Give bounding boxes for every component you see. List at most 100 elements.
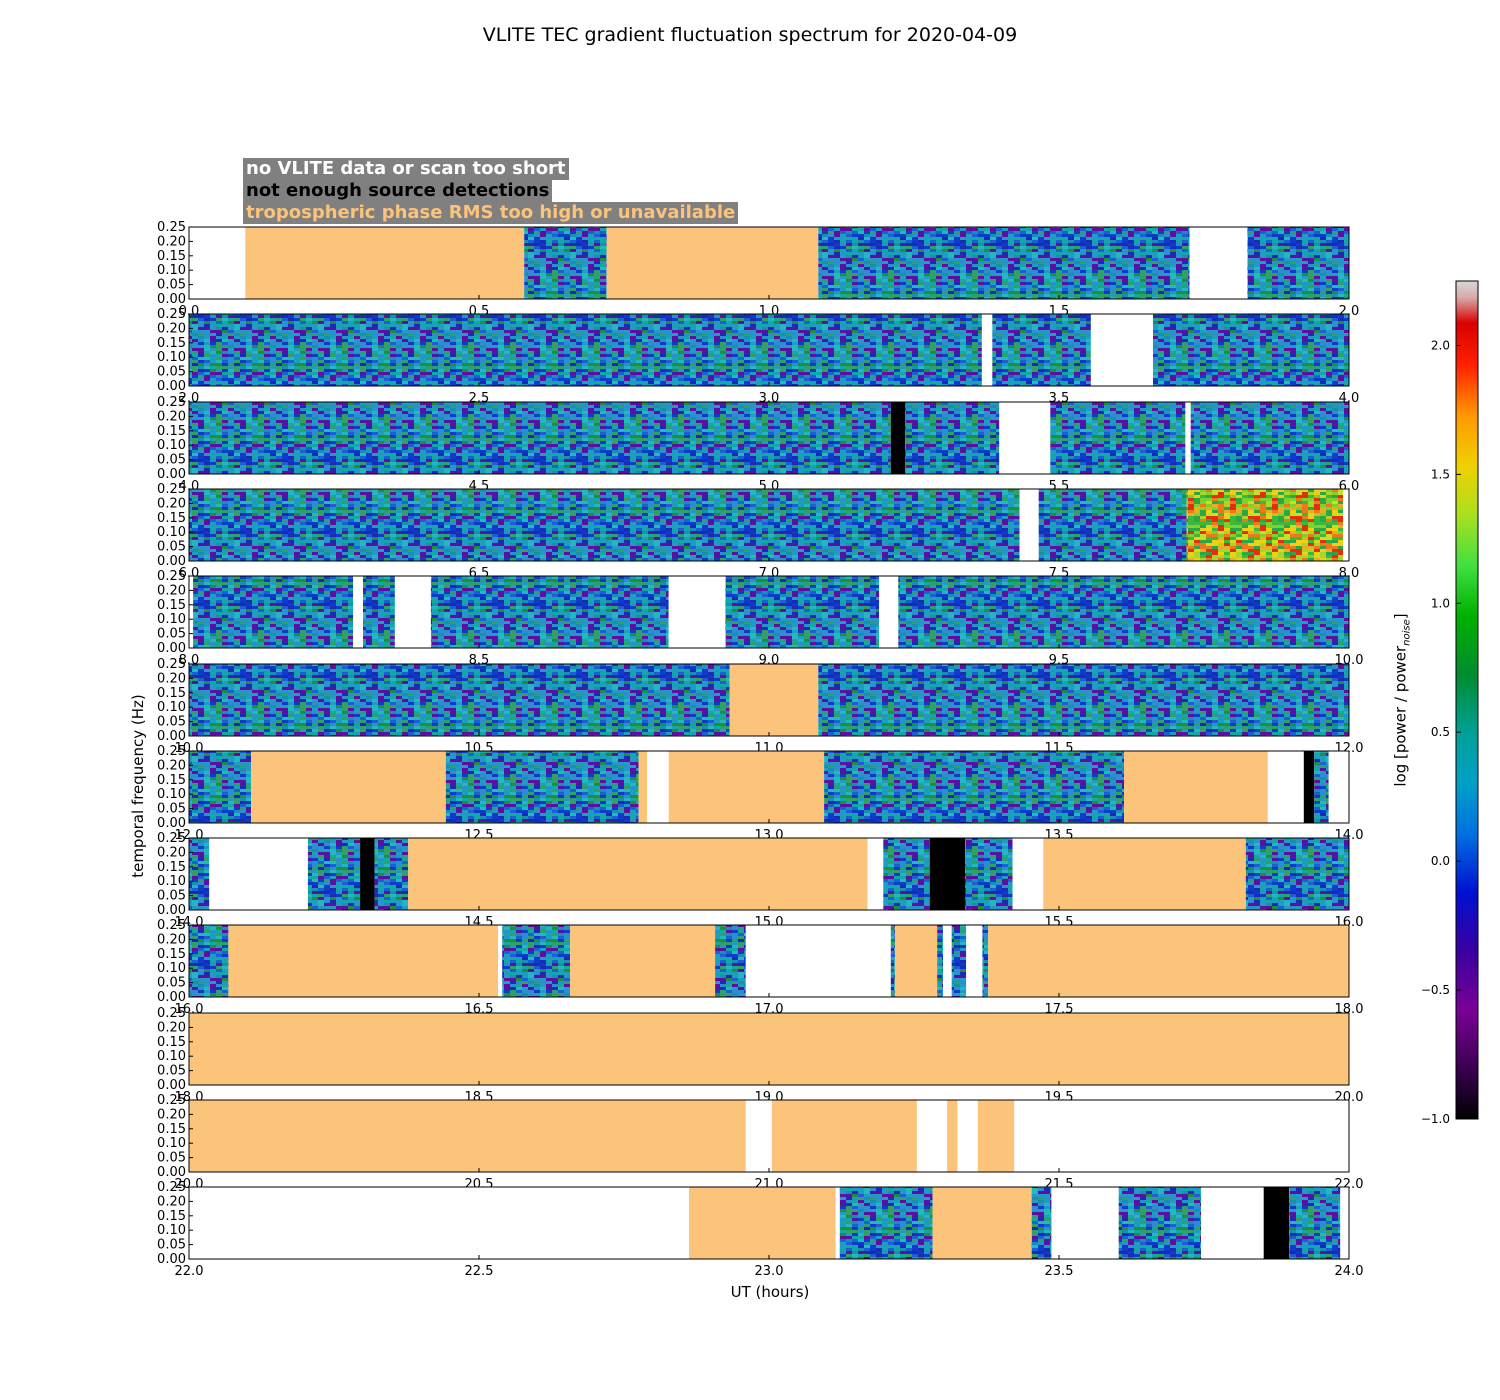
y-tick-label: 0.20	[157, 1194, 186, 1209]
interval-nodata	[1201, 1187, 1264, 1259]
x-tick-label: 24.0	[1335, 1264, 1364, 1279]
interval-data	[890, 925, 895, 997]
interval-data	[715, 925, 746, 997]
interval-data	[1031, 1187, 1052, 1259]
panel-2: 0.000.050.100.150.200.254.0 4.5 5.0 5.5 6.0	[157, 395, 1359, 494]
y-tick-label: 0.05	[157, 1238, 186, 1253]
y-tick-label: 0.20	[157, 496, 186, 511]
y-tick-label: 0.00	[157, 554, 186, 569]
interval-nodata	[966, 925, 983, 997]
colorbar-label: log [power / powernoise]	[1391, 613, 1413, 787]
interval-detect	[360, 838, 375, 910]
x-tick-label: 23.5	[1045, 1264, 1074, 1279]
y-tick-label: 0.25	[157, 744, 186, 759]
y-tick-label: 0.05	[157, 540, 186, 555]
y-tick-label: 0.10	[157, 612, 186, 627]
y-tick-label: 0.20	[157, 234, 186, 249]
interval-nodata	[1012, 838, 1044, 910]
y-tick-label: 0.15	[157, 424, 186, 439]
interval-data	[965, 838, 1013, 910]
panel-1: 0.000.050.100.150.200.252.0 2.5 3.0 3.5 4.0	[157, 307, 1359, 406]
interval-nodata	[1340, 1187, 1349, 1259]
interval-tropo	[947, 1100, 958, 1172]
interval-data	[189, 664, 730, 736]
interval-nodata	[1019, 489, 1039, 561]
interval-data	[193, 576, 354, 648]
y-tick-label: 0.15	[157, 1209, 186, 1224]
interval-nodata	[498, 925, 503, 997]
interval-nodata	[189, 1187, 689, 1259]
interval-nodata	[879, 576, 899, 648]
y-tick-label: 0.10	[157, 1223, 186, 1238]
y-tick-label: 0.25	[157, 1180, 186, 1195]
interval-data	[1314, 751, 1329, 823]
interval-data	[937, 925, 943, 997]
interval-nodata	[835, 1187, 840, 1259]
interval-data	[824, 751, 1124, 823]
y-tick-label: 0.20	[157, 845, 186, 860]
y-tick-label: 0.20	[157, 409, 186, 424]
interval-tropo	[245, 227, 525, 299]
y-tick-label: 0.20	[157, 671, 186, 686]
y-tick-label: 0.10	[157, 438, 186, 453]
interval-data	[1289, 1187, 1341, 1259]
y-tick-label: 0.05	[157, 715, 186, 730]
interval-tropo	[1043, 838, 1246, 910]
y-tick-label: 0.10	[157, 874, 186, 889]
interval-data	[818, 664, 1349, 736]
interval-nodata	[981, 314, 993, 386]
interval-data	[524, 227, 607, 299]
y-tick-label: 0.20	[157, 758, 186, 773]
legend-tropo: tropospheric phase RMS too high or unava…	[243, 202, 739, 224]
interval-nodata	[394, 576, 431, 648]
panel-4: 0.000.050.100.150.200.258.0 8.5 9.0 9.5 10.0	[157, 569, 1363, 668]
interval-data	[883, 838, 930, 910]
y-tick-label: 0.20	[157, 321, 186, 336]
interval-hot	[1186, 489, 1344, 561]
interval-tropo	[932, 1187, 1032, 1259]
y-tick-label: 0.15	[157, 598, 186, 613]
interval-data	[982, 925, 989, 997]
y-tick-label: 0.25	[157, 1006, 186, 1021]
interval-detect	[929, 838, 966, 910]
chart-title: VLITE TEC gradient fluctuation spectrum …	[482, 24, 1018, 46]
interval-data	[1153, 314, 1349, 386]
interval-tropo	[668, 751, 825, 823]
interval-data	[818, 227, 1190, 299]
y-tick-label: 0.00	[157, 379, 186, 394]
y-tick-label: 0.00	[157, 641, 186, 656]
y-tick-label: 0.05	[157, 802, 186, 817]
y-tick-label: 0.15	[157, 336, 186, 351]
y-tick-label: 0.15	[157, 249, 186, 264]
x-tick-label: 22.0	[175, 1264, 204, 1279]
y-tick-label: 0.25	[157, 1093, 186, 1108]
panel-0: 0.000.050.100.150.200.250.0 0.5 1.0 1.5 2.0	[157, 220, 1359, 319]
interval-data	[189, 751, 252, 823]
y-tick-label: 0.25	[157, 220, 186, 235]
interval-data	[905, 402, 1000, 474]
y-tick-label: 0.10	[157, 525, 186, 540]
interval-nodata	[943, 925, 952, 997]
interval-data	[374, 838, 409, 910]
y-tick-label: 0.15	[157, 511, 186, 526]
y-tick-label: 0.00	[157, 467, 186, 482]
interval-nodata	[1014, 1100, 1349, 1172]
x-tick-label: 23.0	[755, 1264, 784, 1279]
interval-nodata	[1185, 402, 1191, 474]
y-tick-label: 0.10	[157, 700, 186, 715]
interval-nodata	[1090, 314, 1153, 386]
interval-tropo	[1124, 751, 1268, 823]
y-tick-label: 0.00	[157, 729, 186, 744]
interval-nodata	[647, 751, 669, 823]
interval-data	[1247, 227, 1349, 299]
interval-tropo	[988, 925, 1349, 997]
legend-detections: not enough source detections	[243, 180, 553, 202]
y-tick-label: 0.25	[157, 307, 186, 322]
interval-data	[1245, 838, 1349, 910]
panel-3: 0.000.050.100.150.200.256.0 6.5 7.0 7.5 8.0	[157, 482, 1359, 581]
interval-data	[189, 925, 229, 997]
